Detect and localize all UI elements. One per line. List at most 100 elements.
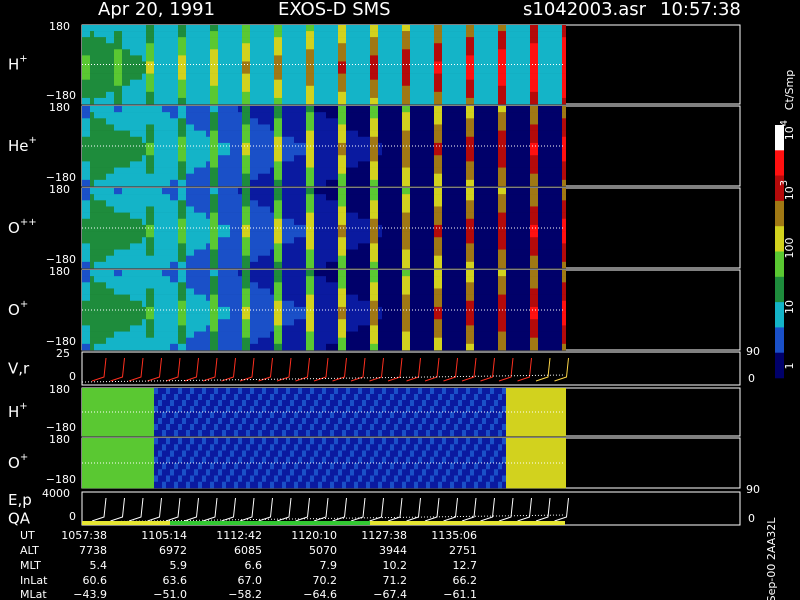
spectrogram-cell [318, 194, 322, 201]
spectrogram-cell [422, 55, 426, 62]
spectrogram-cell [138, 255, 142, 263]
spectrogram-cell [282, 73, 286, 80]
spectrogram-cell [502, 261, 506, 269]
spectrogram-cell [378, 188, 382, 195]
spectrogram-cell [306, 218, 310, 226]
spectrogram-cell [210, 179, 214, 187]
spectrogram-cell [562, 155, 566, 162]
spectrogram-cell [550, 49, 554, 56]
spectrogram-cell [262, 67, 266, 74]
spectrogram-cell [182, 255, 186, 263]
spectrogram-cell [442, 37, 446, 44]
spectrogram-cell [442, 231, 446, 238]
spectrogram-cell [406, 91, 410, 99]
spectrogram-cell [226, 142, 230, 150]
spectrogram-cell [462, 155, 466, 162]
spectrogram-cell [282, 149, 286, 156]
spectrogram-cell [166, 261, 170, 269]
spectrogram-cell [522, 261, 526, 269]
spectrogram-cell [82, 112, 86, 119]
spectrogram-cell [366, 231, 370, 238]
spectrogram-cell [86, 325, 90, 332]
spectrogram-cell [190, 200, 194, 207]
spectrogram-cell [166, 218, 170, 226]
spectrogram-cell [338, 124, 342, 131]
spectrogram-cell [138, 31, 142, 38]
spectrogram-cell [210, 91, 214, 99]
spectrogram-cell [146, 97, 150, 105]
spectrogram-cell [130, 124, 134, 131]
spectrogram-cell [450, 188, 454, 195]
spectrogram-cell [170, 43, 174, 50]
spectrogram-cell [398, 167, 402, 174]
spectrogram-cell [102, 67, 106, 74]
spectrogram-cell [530, 173, 534, 181]
spectrogram-cell [298, 130, 302, 138]
spectrogram-cell [498, 106, 502, 113]
spectrogram-cell [150, 200, 154, 207]
spectrogram-cell [346, 49, 350, 56]
spectrogram-cell [310, 212, 314, 220]
spectrogram-cell [466, 149, 470, 156]
spectrogram-cell [350, 161, 354, 168]
spectrogram-cell [162, 97, 166, 105]
spectrogram-cell [202, 149, 206, 156]
spectrogram-cell [162, 106, 166, 113]
spectrogram-cell [118, 79, 122, 87]
spectrogram-cell [154, 118, 158, 125]
spectrogram-cell [562, 179, 566, 187]
spectrogram-cell [130, 85, 134, 93]
spectrogram-cell [346, 124, 350, 131]
spectrogram-cell [302, 194, 306, 201]
spectrogram-cell [446, 79, 450, 87]
spectrogram-cell [358, 167, 362, 174]
spectrogram-cell [334, 25, 338, 32]
spectrogram-cell [278, 173, 282, 181]
spectrogram-cell [366, 194, 370, 201]
spectrogram-cell [174, 231, 178, 238]
spectrogram-cell [370, 91, 374, 99]
spectrogram-cell [446, 91, 450, 99]
spectrogram-cell [438, 249, 442, 256]
spectrogram-cell [290, 255, 294, 263]
spectrogram-cell [106, 73, 110, 80]
spectrogram-cell [538, 130, 542, 138]
spectrogram-cell [554, 194, 558, 201]
spectrogram-cell [426, 25, 430, 32]
spectrogram-cell [414, 136, 418, 144]
spectrogram-cell [450, 136, 454, 144]
spectrogram-cell [334, 155, 338, 162]
spectrogram-cell [454, 91, 458, 99]
spectrogram-cell [558, 130, 562, 138]
spectrogram-cell [166, 231, 170, 238]
spectrogram-cell [278, 112, 282, 119]
spectrogram-cell [278, 67, 282, 74]
spectrogram-cell [558, 206, 562, 213]
spectrogram-cell [98, 130, 102, 138]
spectrogram-cell [478, 106, 482, 113]
spectrogram-cell [422, 73, 426, 80]
spectrogram-cell [270, 118, 274, 125]
spectrogram-cell [94, 206, 98, 213]
spectrogram-cell [482, 212, 486, 220]
spectrogram-cell [378, 255, 382, 263]
spectrogram-cell [150, 276, 154, 283]
spectrogram-cell [334, 49, 338, 56]
spectrogram-cell [490, 188, 494, 195]
spectrogram-cell [222, 130, 226, 138]
spectrogram-cell [462, 200, 466, 207]
spectrogram-cell [314, 261, 318, 269]
spectrogram-cell [494, 218, 498, 226]
spectrogram-cell [494, 55, 498, 62]
spectrogram-cell [334, 167, 338, 174]
spectrogram-cell [122, 112, 126, 119]
spectrogram-cell [462, 118, 466, 125]
spectrogram-cell [270, 73, 274, 80]
spectrogram-cell [486, 218, 490, 226]
spectrogram-cell [510, 25, 514, 32]
spectrogram-cell [126, 231, 130, 238]
spectrogram-cell [262, 206, 266, 213]
spectrogram-cell [122, 173, 126, 181]
spectrogram-cell [150, 237, 154, 244]
spectrogram-cell [466, 161, 470, 168]
